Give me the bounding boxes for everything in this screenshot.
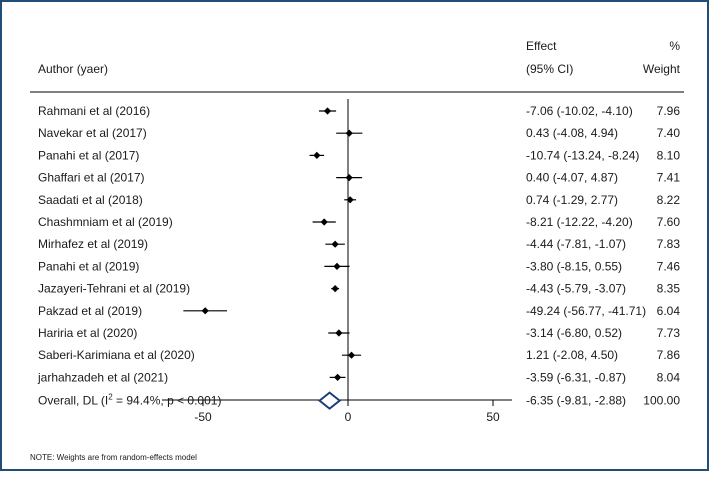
weight-value: 7.41 xyxy=(657,171,681,185)
study-row: Saadati et al (2018) 0.74 (-1.29, 2.77) 8.… xyxy=(38,193,680,207)
study-row: Rahmani et al (2016) -7.06 (-10.02, -4.10… xyxy=(38,104,680,118)
weight-value: 7.86 xyxy=(657,348,681,362)
header-ci: (95% CI) xyxy=(526,62,573,76)
effect-ci-value: -8.21 (-12.22, -4.20) xyxy=(526,215,633,229)
point-estimate xyxy=(320,218,328,226)
overall-ci-value: -6.35 (-9.81, -2.88) xyxy=(526,394,626,408)
study-label: Navekar et al (2017) xyxy=(38,126,147,140)
overall-label: Overall, DL (I2 = 94.4%, p < 0.001) xyxy=(38,393,221,408)
study-rows: Rahmani et al (2016) -7.06 (-10.02, -4.10… xyxy=(37,104,680,410)
point-estimate xyxy=(335,329,343,337)
weight-value: 8.22 xyxy=(657,193,681,207)
study-label: Hariria et al (2020) xyxy=(38,326,137,340)
overall-diamond xyxy=(317,391,342,410)
weight-value: 7.60 xyxy=(657,215,681,229)
overall-label-suffix: = 94.4%, p < 0.001) xyxy=(113,394,222,408)
effect-ci-value: -4.43 (-5.79, -3.07) xyxy=(526,282,626,296)
overall-row: Overall, DL (I2 = 94.4%, p < 0.001) -6.35… xyxy=(38,391,680,410)
study-label: Panahi et al (2019) xyxy=(38,259,139,273)
study-label: Panahi et al (2017) xyxy=(38,148,139,162)
study-label: jarhahzadeh et al (2021) xyxy=(37,370,168,384)
weight-value: 7.73 xyxy=(657,326,681,340)
study-row: Saberi-Karimiana et al (2020) 1.21 (-2.08… xyxy=(38,348,680,362)
study-label: Jazayeri-Tehrani et al (2019) xyxy=(38,282,190,296)
study-label: Saberi-Karimiana et al (2020) xyxy=(38,348,195,362)
effect-ci-value: -49.24 (-56.77, -41.71) xyxy=(526,304,646,318)
weight-value: 7.83 xyxy=(657,237,681,251)
study-row: Hariria et al (2020) -3.14 (-6.80, 0.52) 7… xyxy=(38,326,680,340)
study-row: Ghaffari et al (2017) 0.40 (-4.07, 4.87) 7… xyxy=(38,171,680,185)
point-estimate xyxy=(347,351,356,359)
header-pct: % xyxy=(669,39,680,53)
effect-ci-value: 0.74 (-1.29, 2.77) xyxy=(526,193,618,207)
point-estimate xyxy=(333,373,342,381)
point-estimate xyxy=(331,285,339,293)
header-author: Author (yaer) xyxy=(38,62,108,76)
header-weight: Weight xyxy=(643,62,681,76)
study-row: Panahi et al (2019) -3.80 (-8.15, 0.55) 7.… xyxy=(38,259,680,273)
footnote: NOTE: Weights are from random-effects mo… xyxy=(30,453,197,462)
study-label: Mirhafez et al (2019) xyxy=(38,237,148,251)
point-estimate xyxy=(201,307,209,315)
study-label: Pakzad et al (2019) xyxy=(38,304,142,318)
study-label: Ghaffari et al (2017) xyxy=(38,171,145,185)
study-label: Chashmniam et al (2019) xyxy=(38,215,173,229)
weight-value: 7.46 xyxy=(657,259,681,273)
header-effect: Effect xyxy=(526,39,557,53)
effect-ci-value: 0.43 (-4.08, 4.94) xyxy=(526,126,618,140)
study-row: jarhahzadeh et al (2021) -3.59 (-6.31, -0… xyxy=(37,370,680,384)
effect-ci-value: 1.21 (-2.08, 4.50) xyxy=(526,348,618,362)
study-row: Jazayeri-Tehrani et al (2019) -4.43 (-5.7… xyxy=(38,282,680,296)
effect-ci-value: -10.74 (-13.24, -8.24) xyxy=(526,148,639,162)
weight-value: 6.04 xyxy=(657,304,681,318)
point-estimate xyxy=(333,262,341,270)
point-estimate xyxy=(345,174,353,182)
weight-value: 8.10 xyxy=(657,148,681,162)
study-row: Chashmniam et al (2019) -8.21 (-12.22, -4… xyxy=(38,215,680,229)
study-label: Saadati et al (2018) xyxy=(38,193,143,207)
effect-ci-value: -3.14 (-6.80, 0.52) xyxy=(526,326,622,340)
effect-ci-value: -4.44 (-7.81, -1.07) xyxy=(526,237,626,251)
point-estimate xyxy=(313,151,321,159)
point-estimate xyxy=(331,240,339,248)
study-row: Navekar et al (2017) 0.43 (-4.08, 4.94) 7.… xyxy=(38,126,680,140)
weight-value: 8.35 xyxy=(657,282,681,296)
study-label: Rahmani et al (2016) xyxy=(38,104,150,118)
weight-value: 7.40 xyxy=(657,126,681,140)
overall-weight-value: 100.00 xyxy=(643,394,680,408)
weight-value: 8.04 xyxy=(657,370,681,384)
x-tick-label: -50 xyxy=(194,410,212,424)
x-tick-label: 0 xyxy=(345,410,352,424)
effect-ci-value: 0.40 (-4.07, 4.87) xyxy=(526,171,618,185)
study-row: Pakzad et al (2019) -49.24 (-56.77, -41.7… xyxy=(38,304,680,318)
x-tick-label: 50 xyxy=(486,410,500,424)
study-row: Mirhafez et al (2019) -4.44 (-7.81, -1.07… xyxy=(38,237,680,251)
x-axis-ticks: -50 0 50 xyxy=(194,400,500,424)
effect-ci-value: -3.80 (-8.15, 0.55) xyxy=(526,259,622,273)
weight-value: 7.96 xyxy=(657,104,681,118)
overall-label-superscript: 2 xyxy=(108,393,113,402)
point-estimate xyxy=(323,107,332,115)
effect-ci-value: -7.06 (-10.02, -4.10) xyxy=(526,104,633,118)
study-row: Panahi et al (2017) -10.74 (-13.24, -8.24… xyxy=(38,148,680,162)
point-estimate xyxy=(345,129,353,137)
point-estimate xyxy=(346,196,354,204)
effect-ci-value: -3.59 (-6.31, -0.87) xyxy=(526,370,626,384)
overall-label-prefix: Overall, DL (I xyxy=(38,394,108,408)
